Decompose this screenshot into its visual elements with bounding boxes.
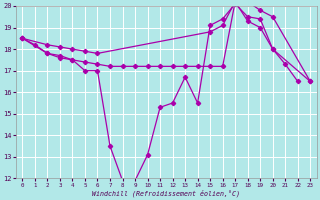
X-axis label: Windchill (Refroidissement éolien,°C): Windchill (Refroidissement éolien,°C) <box>92 189 240 197</box>
